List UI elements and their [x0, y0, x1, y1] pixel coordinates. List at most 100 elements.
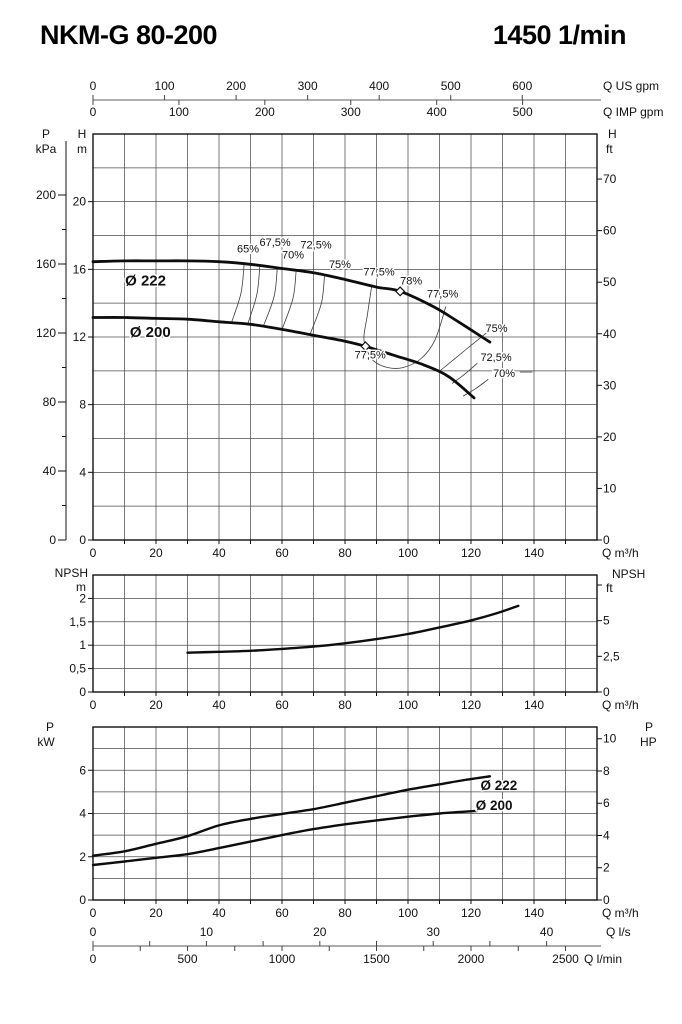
p-hp-header: P [645, 720, 653, 734]
power-curve [91, 809, 479, 867]
head-curve [91, 316, 476, 400]
npsh-m-label: 1,5 [69, 615, 86, 629]
imp-gpm-unit: Q IMP gpm [603, 105, 663, 119]
lmin-label: 500 [177, 952, 197, 966]
power-curve [91, 775, 492, 857]
imp-gpm-label: 400 [427, 105, 447, 119]
p-hp-label: 8 [603, 764, 610, 778]
efficiency-contours [231, 263, 533, 397]
x-tick-label: 100 [398, 546, 418, 560]
npsh-m-label: 1 [79, 638, 86, 652]
efficiency-label: 72,5% [300, 239, 331, 251]
h-ft-label: 70 [603, 172, 617, 186]
h-ft-label: 10 [603, 481, 617, 495]
p-hp-header: HP [640, 735, 657, 749]
x-tick-label: 40 [212, 546, 226, 560]
x-unit-label: Q m³/h [602, 906, 639, 920]
p-kw-label: 2 [79, 850, 86, 864]
lmin-label: 1000 [269, 952, 296, 966]
kpa-label: 80 [43, 395, 57, 409]
x-tick-label: 120 [461, 546, 481, 560]
npsh-ft-header: NPSH [612, 567, 645, 581]
efficiency-label: 67,5% [259, 237, 290, 249]
x-tick-label: 0 [90, 906, 97, 920]
h-m-label: 16 [73, 262, 87, 276]
p-hp-label: 2 [603, 861, 610, 875]
us-gpm-label: 0 [90, 79, 97, 93]
ls-label: 30 [427, 925, 441, 939]
x-tick-label: 40 [212, 698, 226, 712]
efficiency-label: 72,5% [480, 352, 511, 364]
p-hp-label: 4 [603, 828, 610, 842]
efficiency-label: 78% [400, 276, 422, 288]
p-kw-header: P [46, 720, 54, 734]
efficiency-line [437, 329, 491, 373]
h-ft-label: 50 [603, 275, 617, 289]
best-efficiency-marker [394, 286, 406, 297]
kpa-label: 120 [36, 326, 56, 340]
h-m-header: m [77, 142, 87, 156]
npsh-ft-header: ft [606, 581, 613, 595]
imp-gpm-label: 100 [169, 105, 189, 119]
efficiency-line [231, 263, 245, 323]
us-gpm-label: 500 [441, 79, 461, 93]
h-ft-label: 20 [603, 430, 617, 444]
us-gpm-unit: Q US gpm [603, 79, 659, 93]
imp-gpm-label: 200 [255, 105, 275, 119]
gpm-axis: 0 100 200 300 400 500 600 Q US gpm 0 100 200 300 400… [90, 79, 664, 119]
us-gpm-label: 400 [369, 79, 389, 93]
x-tick-label: 80 [338, 906, 352, 920]
pump-speed: 1450 1/min [492, 20, 627, 50]
npsh-m-header: NPSH [55, 566, 88, 580]
x-tick-label: 20 [149, 546, 163, 560]
x-tick-label: 80 [338, 546, 352, 560]
lmin-unit: Q l/min [584, 952, 622, 966]
efficiency-label: 75% [329, 259, 351, 271]
kpa-label: 40 [43, 464, 57, 478]
x-tick-label: 0 [90, 546, 97, 560]
npsh-curve [186, 604, 520, 654]
h-ft-header: ft [606, 142, 613, 156]
ls-unit: Q l/s [606, 925, 631, 939]
efficiency-line [281, 270, 297, 330]
x-tick-label: 120 [461, 906, 481, 920]
npsh-m-label: 2 [79, 591, 86, 605]
h-ft-label: 30 [603, 378, 617, 392]
impeller-label: Ø 222 [125, 272, 166, 289]
x-unit-label: Q m³/h [602, 546, 639, 560]
kpa-header: P [42, 127, 50, 141]
efficiency-line [246, 265, 261, 326]
x-tick-label: 140 [524, 546, 544, 560]
efficiency-label: 70% [493, 368, 515, 380]
x-tick-label: 100 [398, 906, 418, 920]
lmin-label: 2500 [552, 952, 579, 966]
ls-label: 10 [200, 925, 214, 939]
p-hp-label: 10 [603, 732, 617, 746]
x-tick-label: 20 [149, 906, 163, 920]
us-gpm-label: 600 [512, 79, 532, 93]
x-tick-label: 140 [524, 698, 544, 712]
npsh-ft-label: 0 [603, 685, 610, 699]
kpa-label: 0 [49, 533, 56, 547]
npsh-m-label: 0 [79, 685, 86, 699]
power-chart: 0 20 40 60 80 100 120 140 Q m³/hPkW0246PHP108642… [37, 720, 656, 920]
efficiency-label: 70% [282, 249, 304, 261]
impeller-label: Ø 222 [480, 778, 517, 793]
us-gpm-label: 100 [155, 79, 175, 93]
efficiency-label: 77,5% [355, 349, 386, 361]
imp-gpm-label: 300 [341, 105, 361, 119]
x-tick-label: 0 [90, 698, 97, 712]
impeller-label: Ø 200 [476, 798, 513, 813]
lmin-label: 0 [90, 952, 97, 966]
kpa-header: kPa [36, 142, 57, 156]
p-kw-header: kW [37, 735, 55, 749]
npsh-ft-label: 5 [603, 614, 610, 628]
efficiency-label: 77,5% [427, 288, 458, 300]
h-m-label: 12 [73, 330, 87, 344]
npsh-m-header: m [76, 580, 86, 594]
imp-gpm-label: 0 [90, 105, 97, 119]
h-m-header: H [78, 127, 87, 141]
efficiency-line [363, 285, 447, 369]
x-tick-label: 120 [461, 698, 481, 712]
